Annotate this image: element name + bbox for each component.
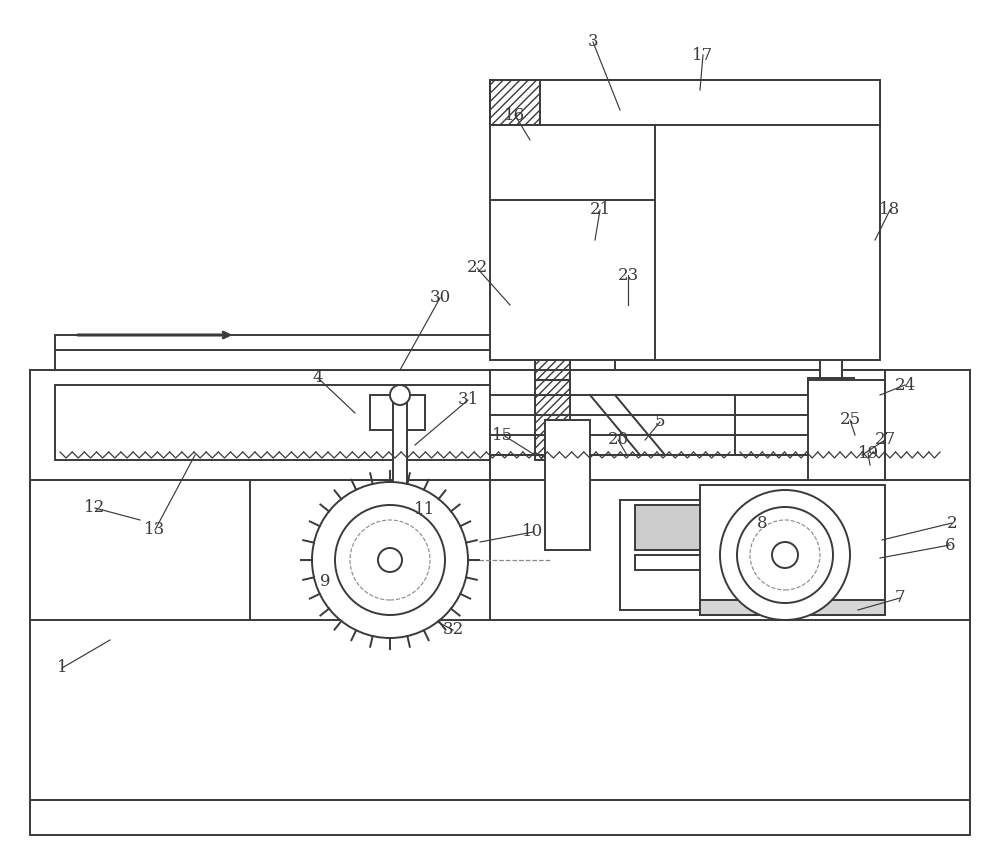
Bar	[808, 380, 885, 480]
Circle shape	[750, 520, 820, 590]
Circle shape	[390, 570, 410, 590]
Text: 5: 5	[655, 414, 665, 431]
Bar	[700, 485, 885, 615]
Text: 1: 1	[57, 660, 67, 677]
Text: 2: 2	[947, 515, 957, 532]
Text: 22: 22	[466, 260, 488, 277]
Text: 11: 11	[414, 501, 436, 518]
Text: 31: 31	[457, 391, 479, 408]
Text: 27: 27	[874, 431, 896, 448]
Circle shape	[335, 505, 445, 615]
Text: 20: 20	[607, 431, 629, 448]
Bar	[490, 370, 885, 395]
Text: 25: 25	[839, 412, 861, 429]
Text: 19: 19	[857, 444, 879, 461]
Bar	[30, 370, 970, 480]
Text: 13: 13	[144, 522, 166, 539]
Bar	[620, 500, 820, 610]
Bar	[635, 555, 725, 570]
Text: 32: 32	[442, 621, 464, 638]
Circle shape	[312, 482, 468, 638]
Text: 18: 18	[879, 202, 901, 219]
Circle shape	[390, 385, 410, 405]
Bar	[808, 378, 854, 393]
Bar	[490, 80, 880, 125]
Text: 8: 8	[757, 516, 767, 533]
Text: 9: 9	[320, 574, 330, 591]
Bar	[490, 455, 885, 480]
Bar	[55, 348, 615, 370]
Bar	[55, 335, 615, 350]
Bar	[700, 600, 885, 615]
Text: 15: 15	[492, 426, 514, 443]
Text: 21: 21	[589, 202, 611, 219]
Bar	[405, 588, 425, 600]
Text: 30: 30	[429, 289, 451, 306]
Bar	[535, 380, 570, 460]
Bar	[393, 395, 407, 580]
Bar	[820, 370, 842, 480]
Text: 17: 17	[692, 47, 714, 64]
Bar	[55, 385, 735, 460]
Text: 6: 6	[945, 536, 955, 553]
Bar	[635, 505, 805, 550]
Bar	[545, 420, 590, 550]
Text: 10: 10	[522, 523, 544, 540]
Circle shape	[737, 507, 833, 603]
Bar	[30, 800, 970, 835]
Text: 24: 24	[894, 376, 916, 393]
Text: 7: 7	[895, 590, 905, 607]
Circle shape	[378, 548, 402, 572]
Text: 16: 16	[504, 106, 526, 123]
Circle shape	[720, 490, 850, 620]
Bar	[490, 80, 540, 125]
Circle shape	[772, 542, 798, 568]
Text: 12: 12	[84, 500, 106, 517]
Bar	[30, 480, 970, 800]
Bar	[370, 395, 425, 430]
Text: 3: 3	[588, 33, 598, 50]
Bar	[535, 360, 570, 380]
Text: 23: 23	[617, 266, 639, 283]
Circle shape	[350, 520, 430, 600]
Text: 4: 4	[313, 369, 323, 386]
Bar	[820, 360, 842, 378]
Bar	[490, 80, 880, 360]
